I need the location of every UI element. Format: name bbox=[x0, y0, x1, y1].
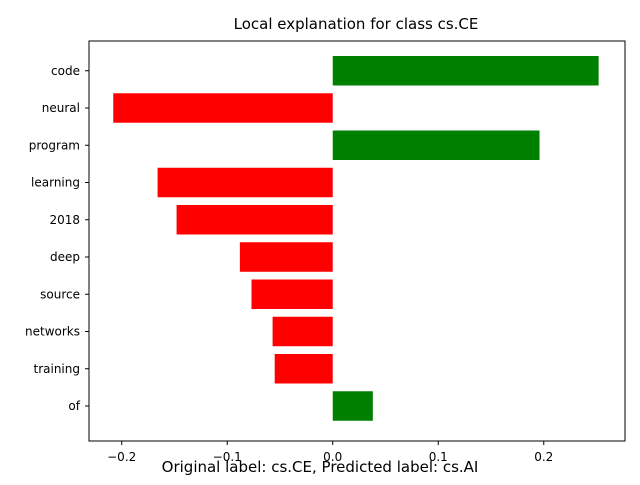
bar-networks bbox=[272, 316, 333, 347]
y-tick-label: deep bbox=[50, 250, 80, 264]
bar-program bbox=[332, 130, 540, 160]
y-tick-label: training bbox=[34, 362, 81, 376]
y-tick-label: source bbox=[40, 287, 80, 301]
y-tick-label: program bbox=[29, 138, 80, 152]
plot-frame bbox=[88, 40, 626, 442]
bars-group bbox=[113, 56, 599, 421]
chart-title: Local explanation for class cs.CE bbox=[234, 15, 479, 33]
x-tick-label: −0.1 bbox=[213, 450, 242, 464]
y-tick-label: learning bbox=[31, 176, 80, 190]
x-tick-label: 0.2 bbox=[534, 450, 553, 464]
x-tick-label: −0.2 bbox=[107, 450, 136, 464]
bar-source bbox=[251, 279, 333, 309]
bar-of bbox=[332, 391, 373, 421]
y-tick-label: neural bbox=[42, 101, 80, 115]
bar-2018 bbox=[176, 205, 333, 235]
bar-code bbox=[332, 56, 599, 86]
x-tick-label: 0.1 bbox=[429, 450, 448, 464]
y-tick-label: 2018 bbox=[49, 213, 80, 227]
bar-learning bbox=[157, 167, 333, 198]
bar-deep bbox=[239, 242, 333, 272]
y-tick-label: networks bbox=[25, 325, 80, 339]
bar-neural bbox=[113, 93, 333, 123]
y-axis: code neural program learning 2018 deep source n… bbox=[25, 64, 89, 413]
x-tick-label: 0.0 bbox=[323, 450, 342, 464]
y-tick-label: of bbox=[68, 399, 80, 413]
x-axis: −0.2 −0.1 0.0 0.1 0.2 bbox=[107, 441, 553, 464]
y-tick-label: code bbox=[51, 64, 80, 78]
bar-training bbox=[274, 354, 333, 384]
label-caption: Original label: cs.CE, Predicted label: … bbox=[161, 458, 479, 476]
